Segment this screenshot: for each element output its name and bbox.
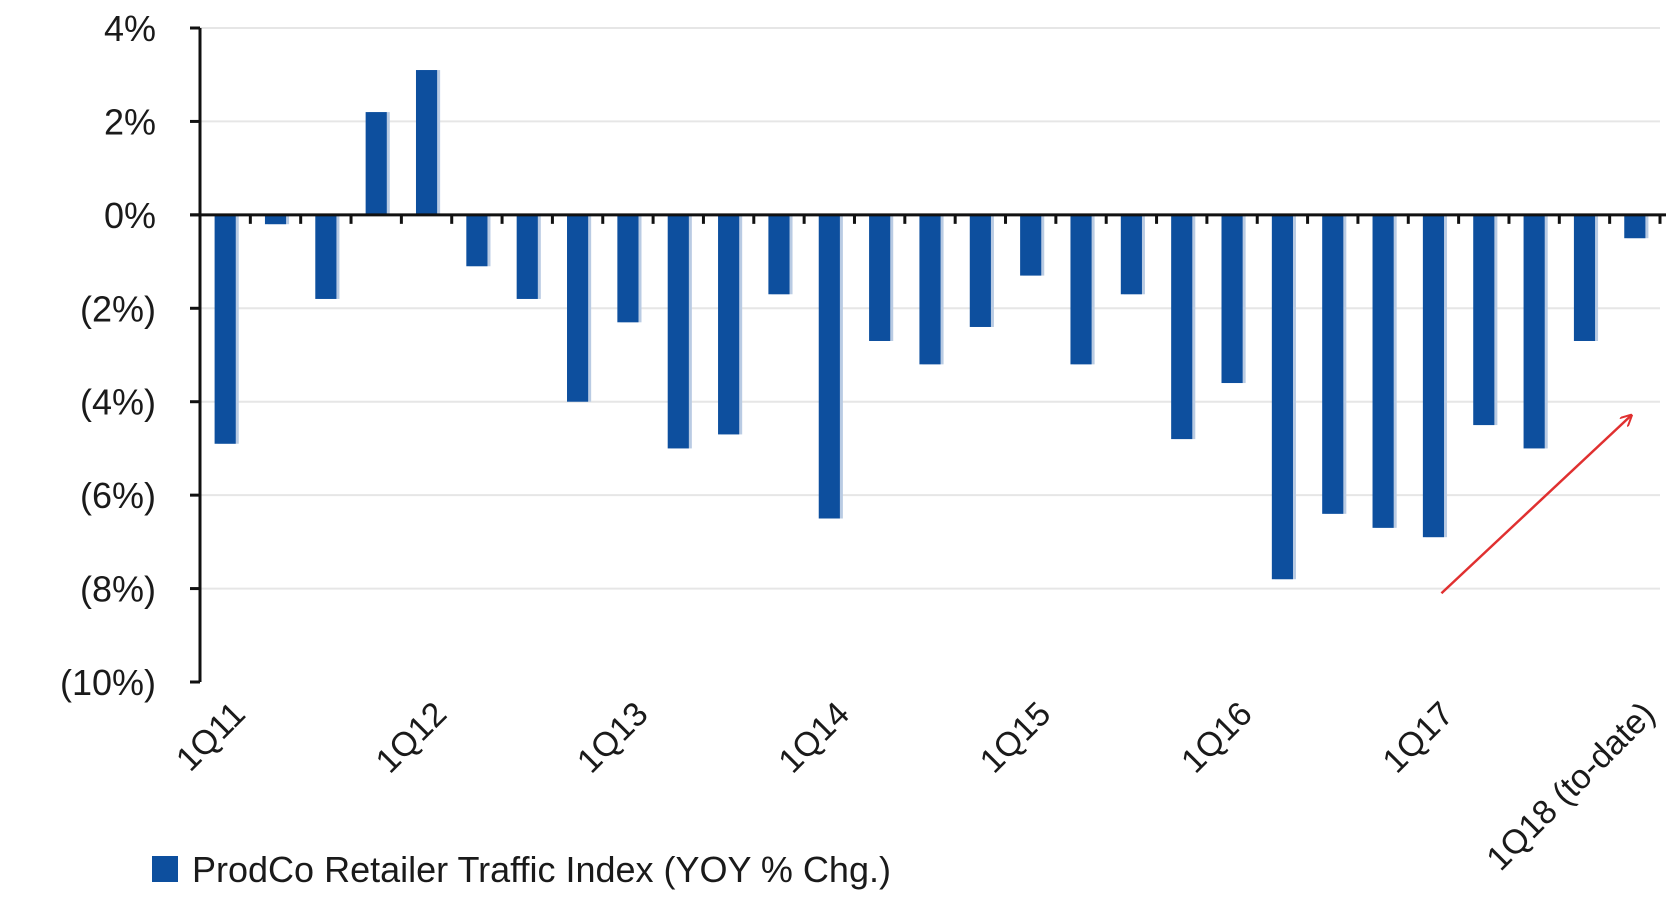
- bars: [214, 70, 1649, 580]
- x-tick-label: 1Q15: [973, 695, 1059, 781]
- x-tick-label: 1Q18 (to-date): [1479, 695, 1662, 878]
- y-tick-label: (2%): [80, 288, 156, 329]
- bar-3q11: [315, 214, 337, 299]
- x-tick-label: 1Q16: [1174, 695, 1260, 781]
- bar-1q13: [617, 214, 639, 323]
- bar-3q17: [1523, 214, 1545, 449]
- y-tick-label: 0%: [104, 195, 156, 236]
- bar-4q11: [365, 112, 387, 215]
- bar-1q14: [818, 214, 840, 519]
- bar-1q17: [1422, 214, 1445, 538]
- bar-4q14: [969, 214, 991, 327]
- y-axis-tick-labels: 4% 2% 0% (2%) (4%) (6%) (8%) (10%): [60, 8, 156, 703]
- bar-3q12: [516, 214, 538, 299]
- bar-3q14: [919, 214, 941, 365]
- bar-1q12: [415, 70, 438, 215]
- x-tick-label: 1Q14: [771, 695, 857, 781]
- bar-4q12: [567, 214, 589, 402]
- bar-3q16: [1322, 214, 1344, 514]
- bar-1q18-to-date-: [1624, 214, 1646, 239]
- legend: ProdCo Retailer Traffic Index (YOY % Chg…: [152, 849, 891, 890]
- y-tick-label: (8%): [80, 569, 156, 610]
- bar-4q13: [768, 214, 790, 295]
- bar-2q13: [667, 214, 689, 449]
- y-tick-label: (4%): [80, 382, 156, 423]
- bar-3q13: [718, 214, 740, 435]
- bar-2q17: [1473, 214, 1495, 426]
- annotation: [1440, 416, 1630, 595]
- axes: [190, 26, 1666, 684]
- bar-3q15: [1120, 214, 1142, 295]
- bar-2q14: [869, 214, 891, 341]
- bar-2q12: [466, 214, 488, 267]
- y-tick-label: 2%: [104, 101, 156, 142]
- bar-1q11: [214, 214, 236, 444]
- legend-label: ProdCo Retailer Traffic Index (YOY % Chg…: [192, 849, 891, 890]
- y-tick-label: 4%: [104, 8, 156, 49]
- bar-1q15: [1020, 214, 1042, 276]
- trend-arrow: [1440, 416, 1630, 595]
- y-tick-label: (10%): [60, 662, 156, 703]
- bar-2q11: [264, 214, 287, 225]
- x-tick-label: 1Q11: [169, 695, 253, 779]
- bar-4q16: [1372, 214, 1394, 528]
- bar-1q16: [1221, 214, 1243, 384]
- x-tick-label: 1Q17: [1375, 695, 1461, 781]
- legend-swatch: [152, 856, 178, 882]
- bar-4q15: [1171, 214, 1193, 440]
- x-tick-label: 1Q12: [369, 695, 455, 781]
- x-tick-label: 1Q13: [570, 695, 656, 781]
- bar-4q17: [1573, 214, 1596, 341]
- bar-2q15: [1070, 214, 1092, 365]
- bar-2q16: [1271, 214, 1293, 580]
- y-tick-label: (6%): [80, 475, 156, 516]
